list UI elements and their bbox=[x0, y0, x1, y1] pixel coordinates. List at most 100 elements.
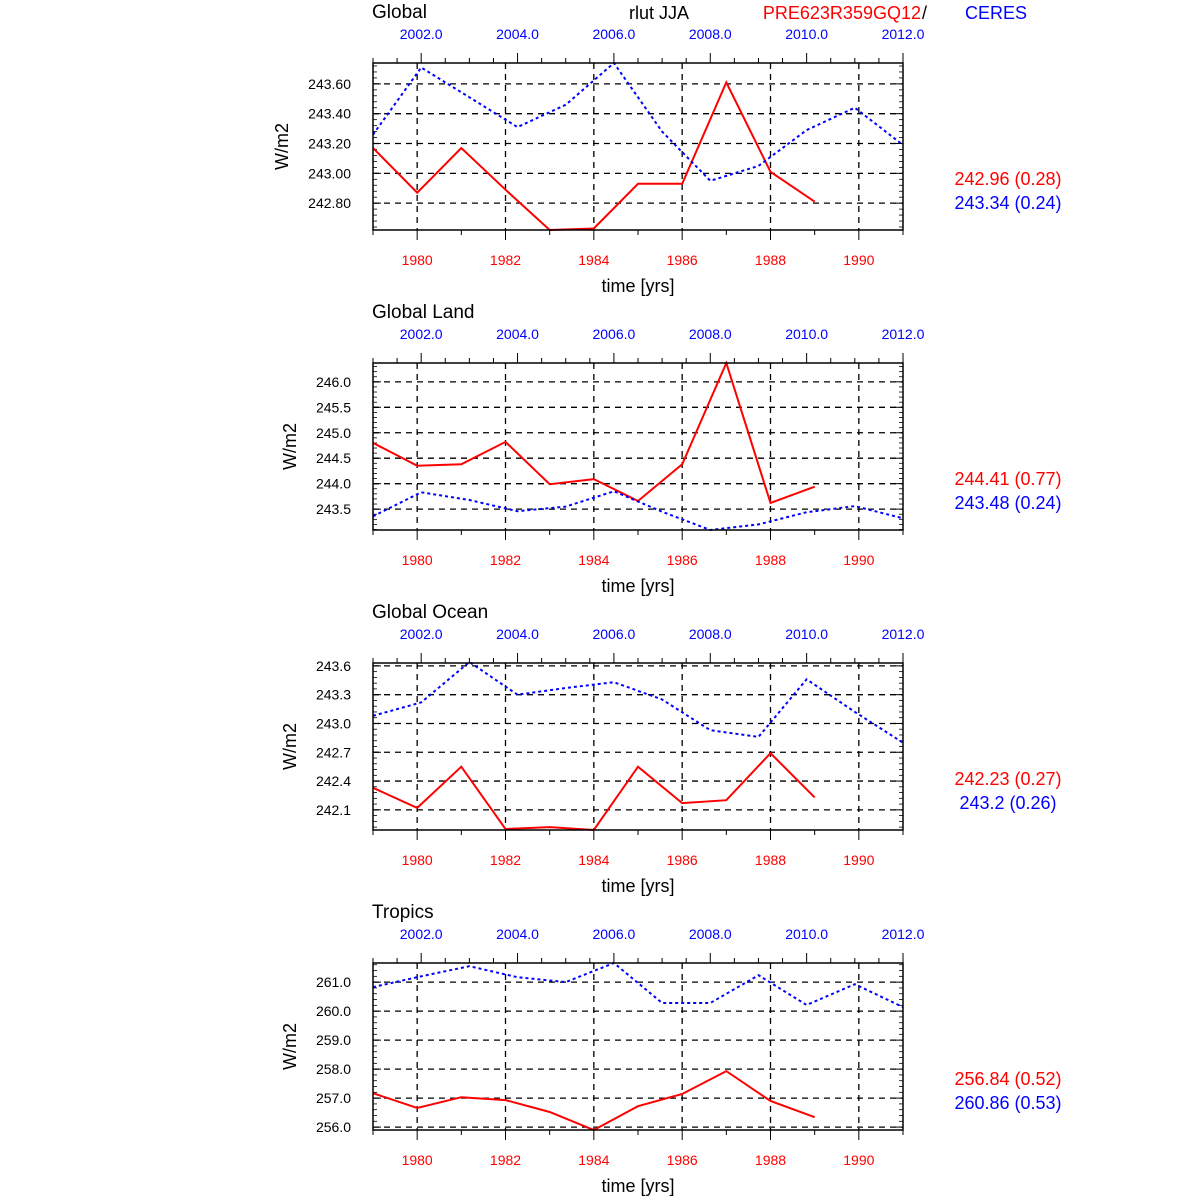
x-tick-label-bottom: 1982 bbox=[490, 252, 521, 268]
x-tick-label-top: 2012.0 bbox=[882, 26, 925, 42]
series-stats-model: 256.84 (0.52) bbox=[954, 1069, 1061, 1089]
panel-title: Global bbox=[372, 2, 427, 23]
series-line-ceres bbox=[373, 661, 903, 744]
series-stats-ceres: 243.2 (0.26) bbox=[959, 793, 1056, 813]
y-tick-label: 244.0 bbox=[316, 476, 351, 492]
x-tick-label-top: 2010.0 bbox=[785, 626, 828, 642]
y-tick-label: 243.3 bbox=[316, 687, 351, 703]
x-tick-label-bottom: 1988 bbox=[755, 552, 786, 568]
x-axis-label: time [yrs] bbox=[601, 1176, 674, 1196]
x-tick-label-bottom: 1990 bbox=[843, 252, 874, 268]
x-tick-label-bottom: 1984 bbox=[578, 1152, 609, 1168]
y-tick-label: 260.0 bbox=[316, 1003, 351, 1019]
y-tick-label: 243.00 bbox=[308, 165, 351, 181]
x-tick-label-top: 2010.0 bbox=[785, 26, 828, 42]
series-line-model bbox=[373, 361, 816, 505]
y-axis-label: W/m2 bbox=[280, 423, 300, 470]
x-tick-label-bottom: 1984 bbox=[578, 852, 609, 868]
x-tick-label-bottom: 1990 bbox=[843, 852, 874, 868]
series-line-model bbox=[373, 80, 816, 232]
y-tick-label: 257.0 bbox=[316, 1090, 351, 1106]
plot-frame bbox=[372, 662, 904, 831]
x-tick-label-bottom: 1980 bbox=[402, 252, 433, 268]
y-tick-label: 256.0 bbox=[316, 1119, 351, 1135]
series-stats-model: 242.96 (0.28) bbox=[954, 169, 1061, 189]
x-tick-label-top: 2002.0 bbox=[400, 26, 443, 42]
y-axis-label: W/m2 bbox=[272, 123, 292, 170]
plot-frame bbox=[372, 62, 904, 231]
x-tick-label-top: 2008.0 bbox=[689, 926, 732, 942]
x-tick-label-bottom: 1982 bbox=[490, 852, 521, 868]
x-tick-label-bottom: 1980 bbox=[402, 1152, 433, 1168]
x-tick-label-bottom: 1988 bbox=[755, 252, 786, 268]
x-tick-label-bottom: 1982 bbox=[490, 1152, 521, 1168]
series-stats-model: 244.41 (0.77) bbox=[954, 469, 1061, 489]
x-tick-label-top: 2006.0 bbox=[592, 926, 635, 942]
x-tick-label-top: 2002.0 bbox=[400, 626, 443, 642]
x-tick-label-top: 2008.0 bbox=[689, 26, 732, 42]
series-stats-ceres: 260.86 (0.53) bbox=[954, 1093, 1061, 1113]
x-axis-label: time [yrs] bbox=[601, 276, 674, 296]
x-tick-label-bottom: 1986 bbox=[667, 552, 698, 568]
plot-frame bbox=[372, 962, 904, 1131]
x-tick-label-bottom: 1980 bbox=[402, 552, 433, 568]
x-tick-label-top: 2012.0 bbox=[882, 326, 925, 342]
x-tick-label-top: 2010.0 bbox=[785, 926, 828, 942]
x-tick-label-bottom: 1984 bbox=[578, 252, 609, 268]
y-tick-label: 243.60 bbox=[308, 76, 351, 92]
x-tick-label-bottom: 1986 bbox=[667, 252, 698, 268]
x-tick-label-top: 2006.0 bbox=[592, 26, 635, 42]
x-tick-label-top: 2008.0 bbox=[689, 626, 732, 642]
x-tick-label-bottom: 1988 bbox=[755, 852, 786, 868]
x-tick-label-top: 2004.0 bbox=[496, 926, 539, 942]
panel-tropics: Tropics 256.0 257.0 258.0 259.0 260.0 261.0 198… bbox=[280, 902, 1062, 1196]
x-tick-label-top: 2004.0 bbox=[496, 26, 539, 42]
series-line-ceres bbox=[373, 61, 903, 182]
legend-model-label: PRE623R359GQ12 bbox=[763, 3, 921, 23]
series-line-ceres bbox=[373, 490, 903, 532]
y-axis-label: W/m2 bbox=[280, 723, 300, 770]
x-tick-label-bottom: 1982 bbox=[490, 552, 521, 568]
panel-global-ocean: Global Ocean 242.1 242.4 242.7 243.0 243.3 243… bbox=[280, 602, 1062, 896]
x-tick-label-top: 2004.0 bbox=[496, 326, 539, 342]
x-tick-label-bottom: 1984 bbox=[578, 552, 609, 568]
x-axis-label: time [yrs] bbox=[601, 876, 674, 896]
y-tick-label: 245.0 bbox=[316, 425, 351, 441]
y-tick-label: 243.40 bbox=[308, 106, 351, 122]
series-line-ceres bbox=[373, 961, 903, 1009]
series-stats-ceres: 243.48 (0.24) bbox=[954, 493, 1061, 513]
legend-obs-label: CERES bbox=[965, 3, 1027, 23]
panel-title: Tropics bbox=[372, 902, 434, 923]
y-tick-label: 245.5 bbox=[316, 399, 351, 415]
y-tick-label: 243.0 bbox=[316, 715, 351, 731]
x-tick-label-bottom: 1988 bbox=[755, 1152, 786, 1168]
x-tick-label-top: 2012.0 bbox=[882, 926, 925, 942]
y-tick-label: 244.5 bbox=[316, 450, 351, 466]
series-stats-model: 242.23 (0.27) bbox=[954, 769, 1061, 789]
x-tick-label-bottom: 1980 bbox=[402, 852, 433, 868]
x-tick-label-bottom: 1986 bbox=[667, 1152, 698, 1168]
y-tick-label: 259.0 bbox=[316, 1032, 351, 1048]
legend-separator: / bbox=[922, 3, 927, 23]
x-tick-label-bottom: 1990 bbox=[843, 1152, 874, 1168]
x-tick-label-bottom: 1986 bbox=[667, 852, 698, 868]
x-tick-label-top: 2008.0 bbox=[689, 326, 732, 342]
y-tick-label: 243.20 bbox=[308, 136, 351, 152]
x-tick-label-top: 2006.0 bbox=[592, 626, 635, 642]
y-tick-label: 242.7 bbox=[316, 744, 351, 760]
y-axis-label: W/m2 bbox=[280, 1023, 300, 1070]
x-tick-label-bottom: 1990 bbox=[843, 552, 874, 568]
y-tick-label: 242.80 bbox=[308, 195, 351, 211]
x-tick-label-top: 2002.0 bbox=[400, 326, 443, 342]
y-tick-label: 261.0 bbox=[316, 974, 351, 990]
figure-title: rlut JJA bbox=[629, 3, 689, 23]
x-tick-label-top: 2012.0 bbox=[882, 626, 925, 642]
plot-frame bbox=[372, 362, 904, 531]
series-stats-ceres: 243.34 (0.24) bbox=[954, 193, 1061, 213]
x-axis-label: time [yrs] bbox=[601, 576, 674, 596]
x-tick-label-top: 2006.0 bbox=[592, 326, 635, 342]
x-tick-label-top: 2004.0 bbox=[496, 626, 539, 642]
y-tick-label: 258.0 bbox=[316, 1061, 351, 1077]
y-tick-label: 242.4 bbox=[316, 773, 351, 789]
